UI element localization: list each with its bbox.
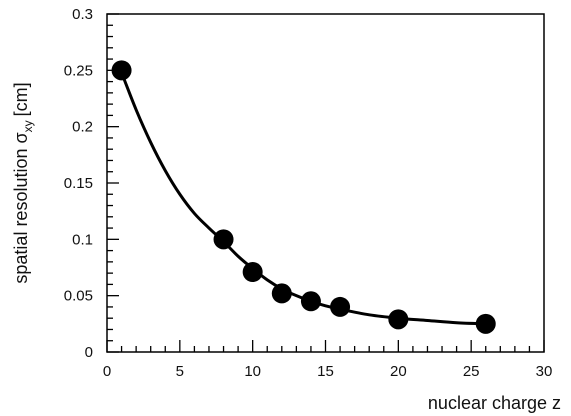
data-point bbox=[388, 309, 409, 330]
fit-curve bbox=[120, 72, 486, 326]
y-tick-label: 0.1 bbox=[72, 231, 93, 248]
y-tick-label: 0.05 bbox=[64, 288, 93, 305]
x-tick-label: 10 bbox=[244, 363, 261, 380]
y-tick-label: 0.2 bbox=[72, 119, 93, 136]
axis-tick-labels: 0 5 10 15 20 25 30 0 0.05 0.1 0.15 0.2 0.25 0.3 bbox=[64, 6, 553, 380]
y-tick-label: 0.3 bbox=[72, 6, 93, 23]
data-point bbox=[242, 262, 263, 283]
data-point bbox=[111, 60, 132, 81]
data-point bbox=[300, 291, 321, 312]
x-tick-label: 15 bbox=[317, 363, 334, 380]
x-axis-label: nuclear charge z bbox=[428, 393, 561, 413]
y-tick-label: 0.25 bbox=[64, 62, 93, 79]
x-tick-label: 5 bbox=[176, 363, 184, 380]
x-tick-label: 0 bbox=[103, 363, 111, 380]
y-tick-label: 0 bbox=[85, 344, 93, 361]
data-point bbox=[475, 313, 496, 334]
x-tick-label: 30 bbox=[536, 363, 553, 380]
y-tick-label: 0.15 bbox=[64, 175, 93, 192]
y-axis-label-subscript: xy bbox=[21, 120, 35, 132]
y-axis-label-unit: [cm] bbox=[11, 82, 31, 116]
x-tick-label: 20 bbox=[390, 363, 407, 380]
data-points bbox=[111, 60, 496, 334]
y-axis-label-main: spatial resolution σ bbox=[11, 132, 31, 283]
y-axis-label: spatial resolution σxy [cm] bbox=[11, 82, 35, 283]
x-tick-label: 25 bbox=[463, 363, 480, 380]
data-point bbox=[330, 296, 351, 317]
data-point bbox=[213, 229, 234, 250]
axis-ticks bbox=[106, 13, 545, 353]
data-point bbox=[271, 283, 292, 304]
